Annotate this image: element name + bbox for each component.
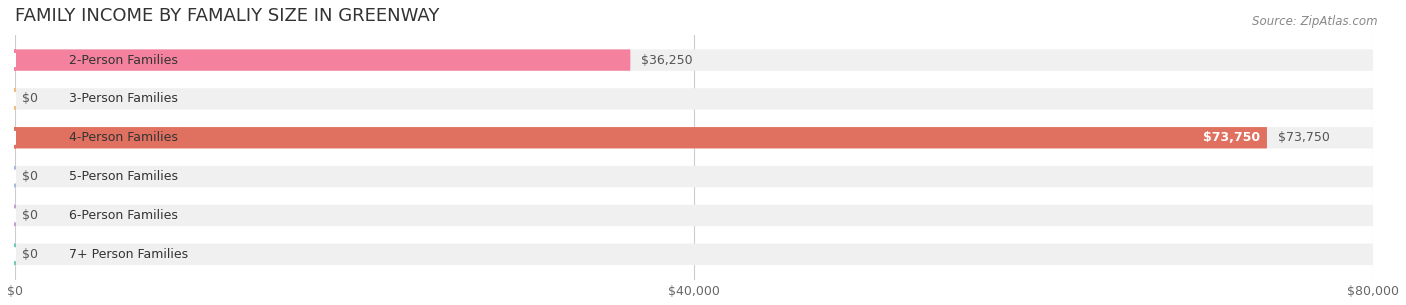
Text: $36,250: $36,250 xyxy=(641,54,693,66)
Text: 4-Person Families: 4-Person Families xyxy=(69,131,179,144)
FancyBboxPatch shape xyxy=(15,127,1267,149)
FancyBboxPatch shape xyxy=(15,49,1374,71)
Text: $0: $0 xyxy=(21,92,38,106)
Text: 6-Person Families: 6-Person Families xyxy=(69,209,179,222)
FancyBboxPatch shape xyxy=(15,166,1374,187)
Text: $73,750: $73,750 xyxy=(1204,131,1260,144)
Text: 2-Person Families: 2-Person Families xyxy=(69,54,179,66)
Text: $0: $0 xyxy=(21,170,38,183)
Text: $0: $0 xyxy=(21,248,38,261)
FancyBboxPatch shape xyxy=(15,49,630,71)
Text: $0: $0 xyxy=(21,209,38,222)
Text: 5-Person Families: 5-Person Families xyxy=(69,170,179,183)
FancyBboxPatch shape xyxy=(15,127,1374,149)
Text: FAMILY INCOME BY FAMALIY SIZE IN GREENWAY: FAMILY INCOME BY FAMALIY SIZE IN GREENWA… xyxy=(15,7,439,25)
Text: Source: ZipAtlas.com: Source: ZipAtlas.com xyxy=(1253,15,1378,28)
Text: 7+ Person Families: 7+ Person Families xyxy=(69,248,188,261)
FancyBboxPatch shape xyxy=(15,205,1374,226)
Text: 3-Person Families: 3-Person Families xyxy=(69,92,179,106)
FancyBboxPatch shape xyxy=(15,88,1374,109)
FancyBboxPatch shape xyxy=(15,244,1374,265)
Text: $73,750: $73,750 xyxy=(1278,131,1330,144)
